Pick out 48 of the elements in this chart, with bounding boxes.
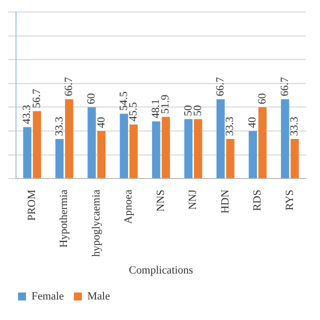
- bar: [88, 107, 96, 178]
- data-label: 43.3: [21, 104, 34, 124]
- x-tick-label: HDN: [219, 190, 232, 214]
- bar: [248, 131, 257, 178]
- data-label: 33.3: [224, 116, 236, 136]
- data-label: 33.3: [53, 116, 66, 136]
- bar: [184, 119, 192, 178]
- x-tick-label: Hypothermia: [58, 189, 70, 248]
- bar: [290, 138, 299, 178]
- bar: [97, 131, 106, 178]
- x-tick-label: RYS: [284, 190, 296, 210]
- data-label: 66.7: [63, 76, 76, 96]
- bar: [162, 116, 170, 178]
- x-tick-label: Apnoea: [122, 189, 135, 224]
- x-axis-title: Complications: [128, 264, 194, 276]
- data-label: 40: [95, 116, 108, 128]
- data-label: 48.1: [150, 99, 162, 118]
- x-tick-label: RDS: [252, 190, 264, 212]
- x-tick-label: NNJ: [187, 188, 200, 210]
- data-label: 54.5: [118, 90, 130, 111]
- data-label: 45.5: [128, 102, 140, 122]
- bar: [120, 114, 128, 178]
- bar: [55, 138, 64, 178]
- data-label: 60: [256, 92, 268, 104]
- x-tick-label: hypoglycaemia: [90, 189, 102, 257]
- bar: [23, 127, 32, 178]
- bar: [32, 111, 42, 178]
- data-label: 66.7: [278, 76, 291, 96]
- data-label: 60: [86, 92, 98, 104]
- data-label: 50: [182, 104, 194, 116]
- x-tick-label: PROM: [26, 189, 38, 221]
- legend-label: Male: [87, 290, 110, 302]
- legend-label: Female: [32, 290, 64, 302]
- bar: [280, 99, 290, 178]
- x-tick-label: NNS: [154, 190, 167, 212]
- data-label: 33.3: [288, 116, 301, 136]
- bar: [258, 107, 267, 178]
- data-label: 56.7: [30, 88, 43, 108]
- data-label: 51.9: [160, 94, 172, 114]
- bar: [65, 99, 74, 178]
- bar: [130, 124, 138, 178]
- data-label: 40: [246, 116, 259, 128]
- data-label: 50: [192, 104, 204, 116]
- bar: [152, 121, 160, 178]
- bar: [226, 138, 234, 178]
- data-label: 66.7: [214, 76, 226, 96]
- bar: [194, 119, 202, 178]
- bar: [216, 99, 225, 178]
